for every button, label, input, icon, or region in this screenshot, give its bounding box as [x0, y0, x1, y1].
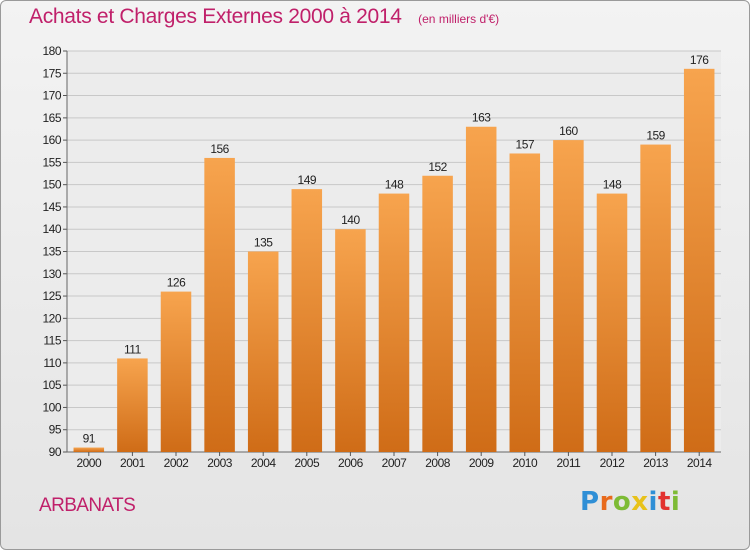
- value-label-2009: 163: [472, 111, 491, 125]
- value-label-2001: 111: [124, 342, 142, 356]
- x-tick-label-2002: 2002: [164, 456, 190, 470]
- bar-2011: [553, 140, 584, 452]
- y-tick-label: 150: [42, 178, 61, 192]
- logo-letter: i: [648, 487, 658, 517]
- value-label-2000: 91: [83, 432, 96, 446]
- y-tick-label: 130: [42, 267, 61, 281]
- x-tick-label-2005: 2005: [294, 456, 320, 470]
- bar-2003: [204, 157, 235, 452]
- logo-letter: x: [631, 487, 649, 517]
- chart-title: Achats et Charges Externes 2000 à 2014 (…: [29, 5, 499, 29]
- y-tick-label: 105: [42, 378, 61, 392]
- logo-letter: r: [599, 487, 613, 517]
- bar-2002: [160, 291, 192, 452]
- value-label-2010: 157: [516, 137, 535, 151]
- bar-2012: [596, 193, 628, 453]
- bar-2014: [683, 68, 715, 453]
- bar-2005: [291, 189, 323, 452]
- x-tick-label-2004: 2004: [251, 456, 277, 470]
- x-tick-label-2010: 2010: [512, 456, 538, 470]
- logo-letter: P: [580, 487, 600, 517]
- chart-unit: (en milliers d'€): [418, 12, 500, 26]
- x-tick-label-2008: 2008: [425, 456, 451, 470]
- x-tick-label-2000: 2000: [76, 456, 102, 470]
- bar-2013: [640, 144, 671, 453]
- value-label-2014: 176: [690, 53, 709, 67]
- bar-2004: [247, 251, 279, 452]
- x-tick-label-2007: 2007: [382, 456, 408, 470]
- commune-name: ARBANATS: [39, 495, 136, 516]
- y-tick-label: 170: [42, 89, 61, 103]
- x-tick-label-2001: 2001: [120, 456, 146, 470]
- y-tick-label: 115: [43, 334, 61, 348]
- value-label-2012: 148: [603, 178, 622, 192]
- value-label-2004: 135: [254, 236, 273, 250]
- y-tick-label: 180: [42, 44, 61, 58]
- y-tick-label: 145: [42, 200, 61, 214]
- x-tick-label-2013: 2013: [643, 456, 669, 470]
- value-label-2013: 159: [646, 129, 665, 143]
- y-tick-label: 120: [42, 311, 61, 325]
- bar-2007: [378, 193, 410, 453]
- bar-2000: [73, 447, 105, 452]
- bar-2010: [509, 153, 541, 452]
- y-tick-label: 140: [42, 222, 61, 236]
- x-tick-label-2014: 2014: [687, 456, 713, 470]
- bar-2006: [335, 229, 366, 452]
- y-tick-label: 165: [42, 111, 61, 125]
- value-label-2008: 152: [428, 160, 447, 174]
- value-label-2007: 148: [385, 178, 404, 192]
- x-tick-label-2009: 2009: [469, 456, 495, 470]
- y-tick-label: 90: [49, 445, 62, 459]
- x-tick-label-2011: 2011: [556, 456, 581, 470]
- logo-letter: i: [670, 487, 681, 517]
- y-tick-label: 135: [42, 245, 61, 259]
- bar-2008: [422, 175, 453, 452]
- y-tick-label: 110: [43, 356, 61, 370]
- bar-2001: [117, 358, 148, 452]
- y-tick-label: 100: [42, 400, 61, 414]
- x-tick-label-2012: 2012: [600, 456, 626, 470]
- value-label-2002: 126: [167, 276, 186, 290]
- y-tick-label: 175: [42, 66, 61, 80]
- y-tick-label: 125: [42, 289, 61, 303]
- chart-title-text: Achats et Charges Externes 2000 à 2014: [29, 5, 402, 28]
- value-label-2005: 149: [298, 173, 317, 187]
- y-tick-label: 95: [49, 423, 62, 437]
- x-tick-label-2006: 2006: [338, 456, 364, 470]
- y-tick-label: 160: [42, 133, 61, 147]
- bar-2009: [465, 126, 497, 452]
- y-tick-label: 155: [42, 155, 61, 169]
- value-label-2006: 140: [341, 213, 360, 227]
- value-label-2003: 156: [210, 142, 229, 156]
- logo-letter: t: [657, 487, 671, 517]
- proxiti-logo: Proxiti: [580, 487, 680, 517]
- value-label-2011: 160: [559, 124, 578, 138]
- logo-letter: o: [612, 487, 632, 517]
- x-tick-label-2003: 2003: [207, 456, 233, 470]
